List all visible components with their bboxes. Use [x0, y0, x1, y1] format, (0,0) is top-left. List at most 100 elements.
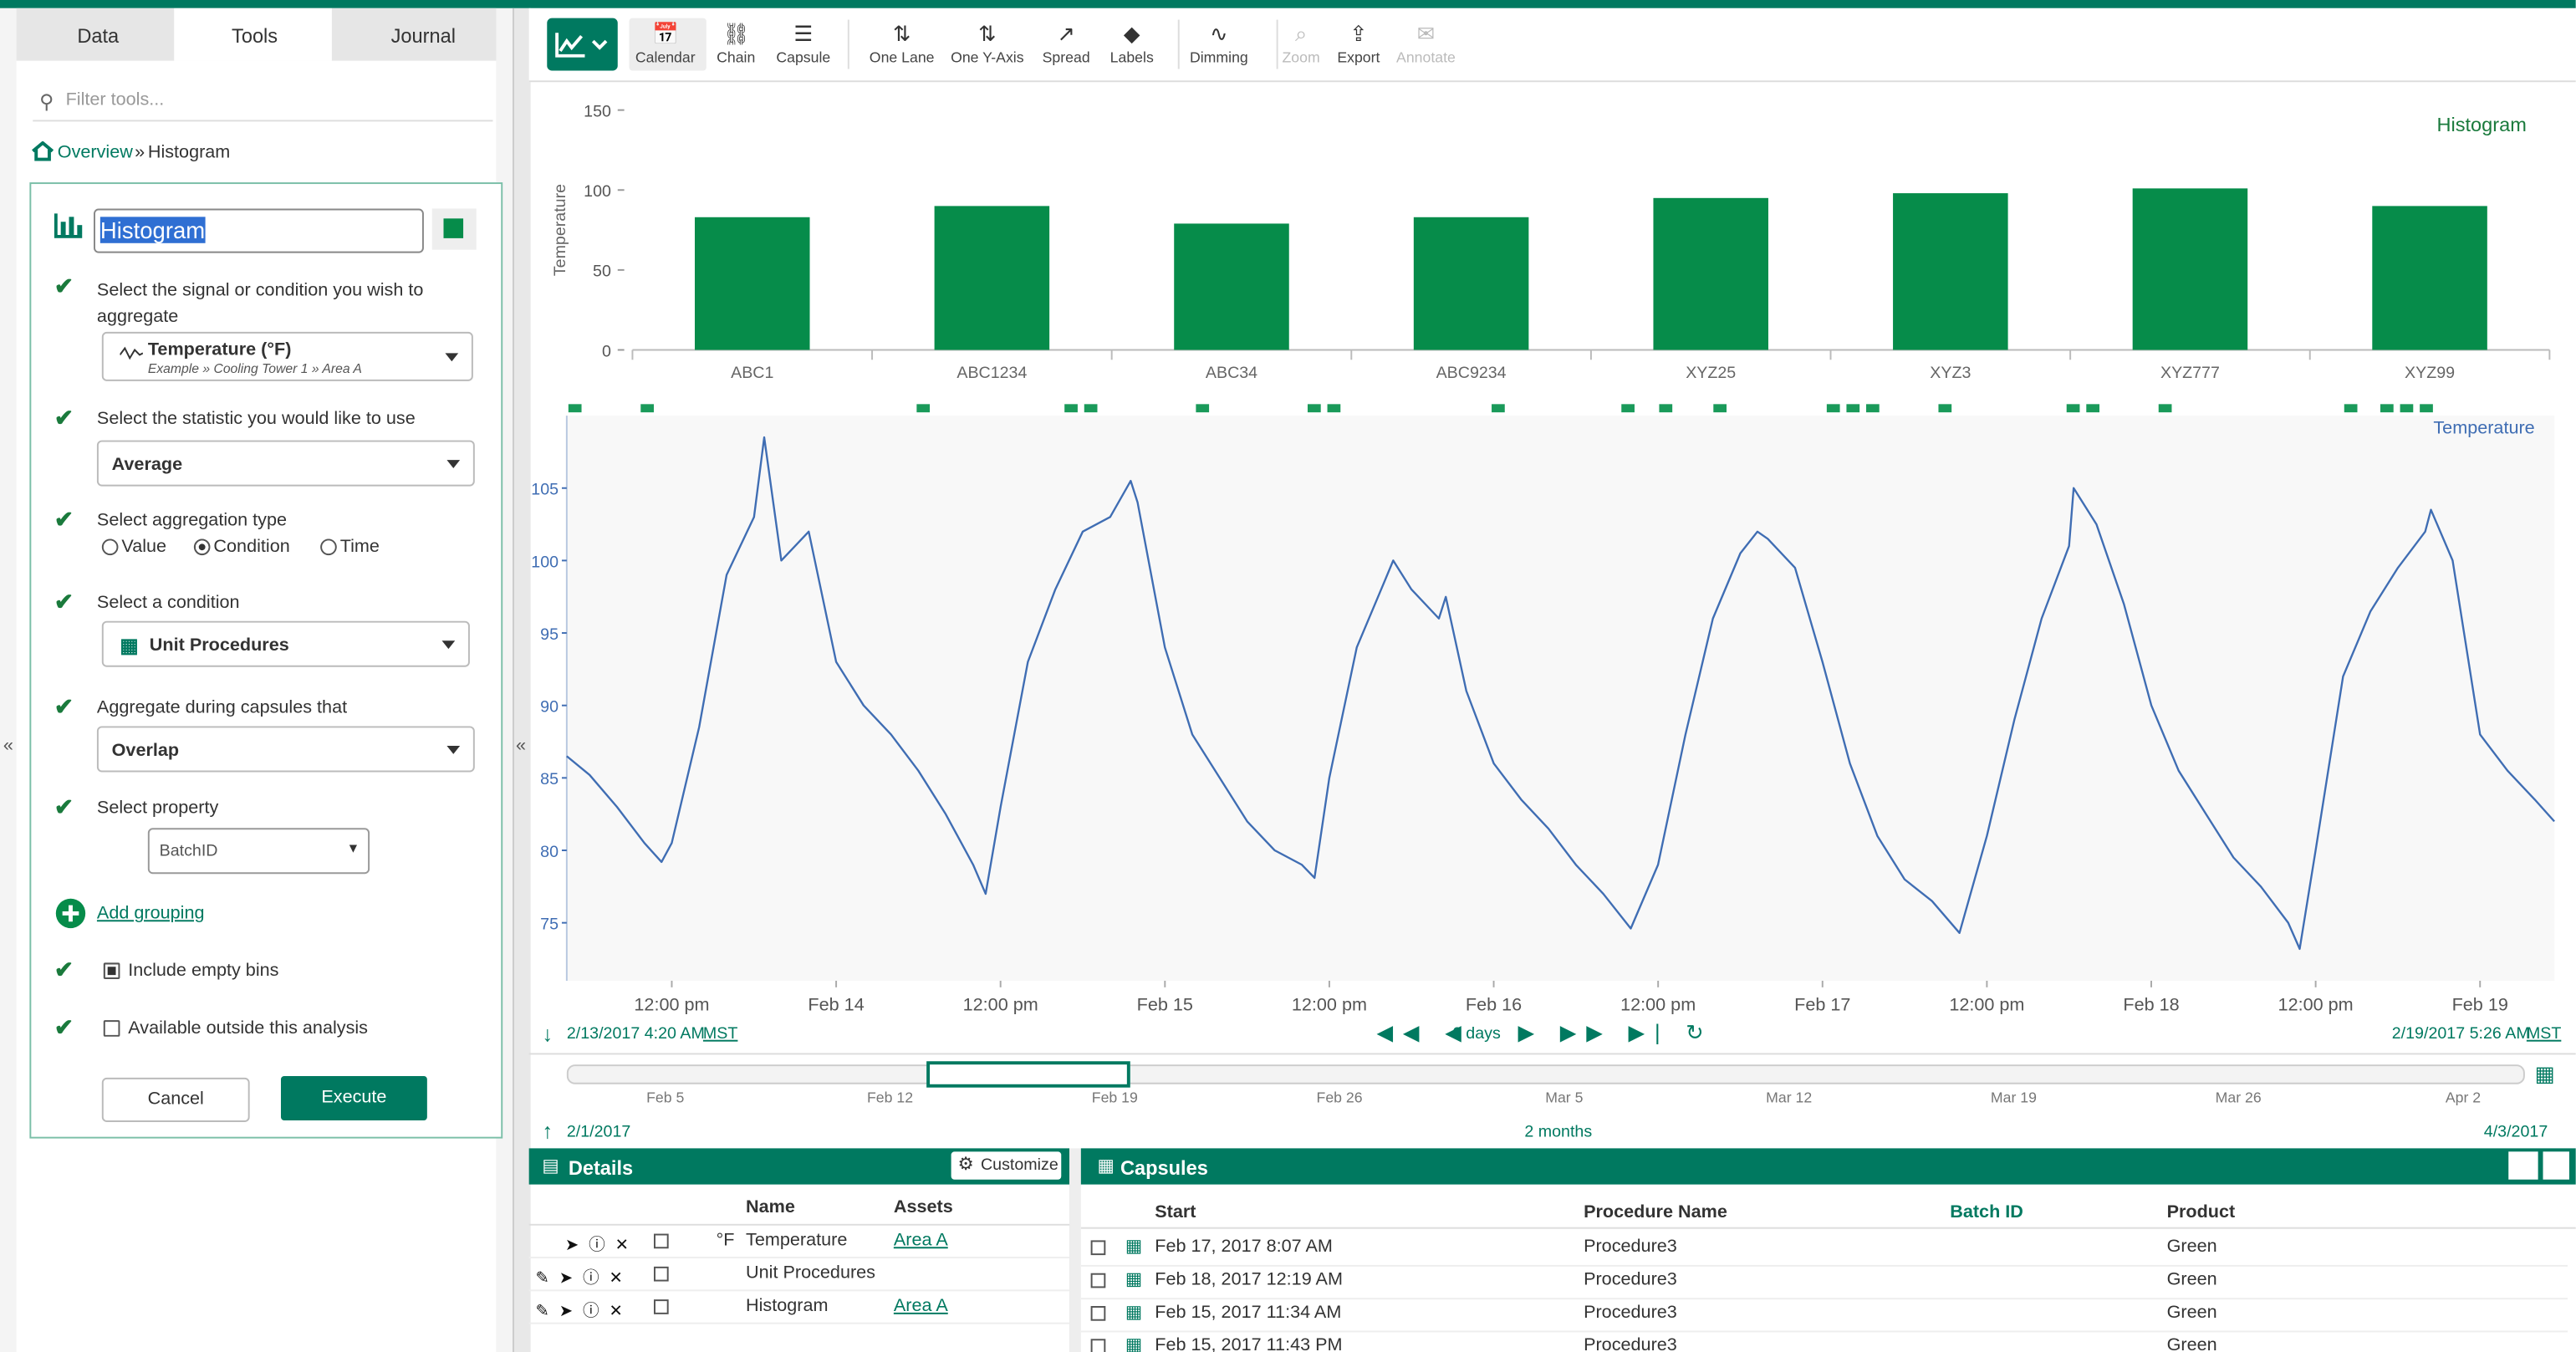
toolbar-label[interactable]: Chain: [717, 48, 756, 66]
row-checkbox[interactable]: [1090, 1339, 1106, 1352]
start-arrow[interactable]: ↑: [542, 1119, 553, 1144]
toolbar-label[interactable]: Labels: [1109, 48, 1154, 66]
x-tick-label: ABC1: [731, 364, 773, 382]
row-icons[interactable]: ✎➤ⓘ✕: [535, 1303, 633, 1321]
breadcrumb-link[interactable]: Overview: [57, 142, 133, 163]
asset-link[interactable]: Area A: [893, 1296, 948, 1316]
y-axis-label: Temperature: [551, 184, 569, 276]
y-tick-label: 50: [593, 263, 611, 281]
checkbox[interactable]: [103, 962, 120, 980]
button-label[interactable]: Customize: [980, 1156, 1058, 1175]
property-select[interactable]: BatchID ▼: [147, 828, 370, 875]
column-header[interactable]: Product: [2166, 1202, 2236, 1222]
signal-icon: [120, 346, 143, 360]
overview-start[interactable]: 2/1/2017: [566, 1123, 631, 1142]
row-checkbox[interactable]: [653, 1266, 669, 1282]
filter-input[interactable]: Filter tools...: [65, 90, 165, 110]
item-name[interactable]: Histogram: [746, 1296, 829, 1316]
collapse-button[interactable]: [2543, 1151, 2569, 1180]
toolbar-label[interactable]: Capsule: [776, 48, 831, 66]
add-grouping-link[interactable]: Add grouping: [96, 903, 205, 924]
overview-selection[interactable]: [926, 1061, 1130, 1088]
tab[interactable]: [16, 8, 175, 61]
toolbar-separator: [1276, 19, 1278, 69]
condition-select[interactable]: ▦ Unit Procedures: [101, 620, 470, 667]
row-checkbox[interactable]: [653, 1233, 669, 1249]
button-selected[interactable]: [629, 18, 706, 71]
nav-back[interactable]: ◀◀ ◀: [1376, 1020, 1472, 1045]
toolbar-icon[interactable]: ⛓: [722, 21, 750, 47]
toolbar-icon[interactable]: ↗: [1057, 21, 1075, 47]
toolbar-label[interactable]: One Y-Axis: [951, 48, 1024, 66]
toolbar-label[interactable]: Export: [1337, 48, 1380, 66]
radio[interactable]: [320, 538, 337, 556]
toolbar-icon[interactable]: ◆: [1123, 21, 1140, 47]
toolbar-label[interactable]: Calendar: [635, 48, 696, 66]
splitter[interactable]: [513, 8, 531, 1352]
asset-link[interactable]: Area A: [893, 1230, 948, 1251]
collapse-icon[interactable]: «: [3, 736, 13, 756]
capsules-select[interactable]: Overlap: [96, 726, 475, 773]
add-icon[interactable]: [54, 897, 87, 930]
tab-label[interactable]: Tools: [232, 24, 278, 48]
signal-select[interactable]: Temperature (°F) Example » Cooling Tower…: [101, 331, 473, 381]
cancel-button[interactable]: Cancel: [101, 1077, 250, 1122]
nav-forward[interactable]: ▶ ▶▶ ▶| ↻: [1518, 1020, 1714, 1045]
column-header[interactable]: Start: [1155, 1202, 1196, 1222]
tab-label[interactable]: Data: [77, 24, 120, 48]
toolbar-label[interactable]: Dimming: [1189, 48, 1248, 66]
item-name[interactable]: Temperature: [746, 1230, 848, 1251]
range-duration[interactable]: 6 days: [1451, 1025, 1501, 1043]
toolbar-icon[interactable]: ⇅: [978, 21, 997, 47]
checkbox[interactable]: [103, 1020, 120, 1037]
toolbar-label[interactable]: Spread: [1042, 48, 1090, 66]
name-input[interactable]: Histogram: [93, 208, 424, 253]
radio-label[interactable]: Value: [121, 537, 167, 558]
radio-label[interactable]: Condition: [213, 537, 290, 558]
name-text[interactable]: Histogram: [99, 217, 206, 243]
row-icons[interactable]: ➤ⓘ✕: [564, 1237, 639, 1256]
toolbar-icon[interactable]: ∿: [1210, 21, 1228, 47]
toolbar-icon[interactable]: ☰: [793, 21, 814, 47]
overview-end[interactable]: 4/3/2017: [2483, 1123, 2548, 1142]
row-checkbox[interactable]: [1090, 1306, 1106, 1321]
radio[interactable]: [101, 538, 119, 556]
timezone[interactable]: MST: [702, 1025, 738, 1043]
collapse-icon[interactable]: «: [515, 736, 526, 756]
button-label[interactable]: Execute: [321, 1087, 387, 1108]
view-menu[interactable]: [547, 18, 618, 71]
toolbar-icon[interactable]: ⇪: [1349, 21, 1368, 47]
range-start[interactable]: 2/13/2017 4:20 AM: [566, 1025, 705, 1043]
table-header-row: [1080, 1191, 2576, 1229]
column-header[interactable]: Assets: [893, 1197, 953, 1217]
radio[interactable]: [193, 538, 211, 556]
start-arrow[interactable]: ↓: [542, 1022, 553, 1047]
row-checkbox[interactable]: [653, 1299, 669, 1314]
column-header[interactable]: Procedure Name: [1584, 1202, 1727, 1222]
zoom-button[interactable]: [2508, 1151, 2538, 1180]
row-checkbox[interactable]: [1090, 1273, 1106, 1288]
timezone[interactable]: MST: [2526, 1025, 2562, 1043]
customize-button[interactable]: Customize ⚙: [951, 1151, 1062, 1180]
splitter[interactable]: [1069, 1148, 1081, 1352]
tab-active[interactable]: [174, 8, 332, 61]
toolbar-icon[interactable]: ⇅: [892, 21, 911, 47]
column-header[interactable]: Batch ID: [1950, 1202, 2023, 1222]
toolbar-label[interactable]: One Lane: [869, 48, 935, 66]
button-label[interactable]: Cancel: [147, 1089, 204, 1110]
toolbar-icon[interactable]: 📅: [652, 21, 679, 47]
range-end[interactable]: 2/19/2017 5:26 AM: [2391, 1025, 2530, 1043]
column-header[interactable]: Name: [746, 1197, 795, 1217]
row-icons[interactable]: ✎➤ⓘ✕: [535, 1269, 633, 1288]
overview-span[interactable]: 2 months: [1524, 1123, 1593, 1142]
tab[interactable]: [331, 8, 497, 61]
capsule-icon[interactable]: ▦: [2534, 1061, 2555, 1086]
color-picker[interactable]: [431, 208, 477, 250]
row-checkbox[interactable]: [1090, 1240, 1106, 1256]
statistic-select[interactable]: Average: [96, 440, 475, 487]
radio-label[interactable]: Time: [339, 537, 380, 558]
item-name[interactable]: Unit Procedures: [746, 1263, 875, 1283]
overview-track[interactable]: [566, 1064, 2525, 1084]
execute-button[interactable]: Execute: [280, 1075, 427, 1120]
tab-label[interactable]: Journal: [390, 24, 456, 48]
